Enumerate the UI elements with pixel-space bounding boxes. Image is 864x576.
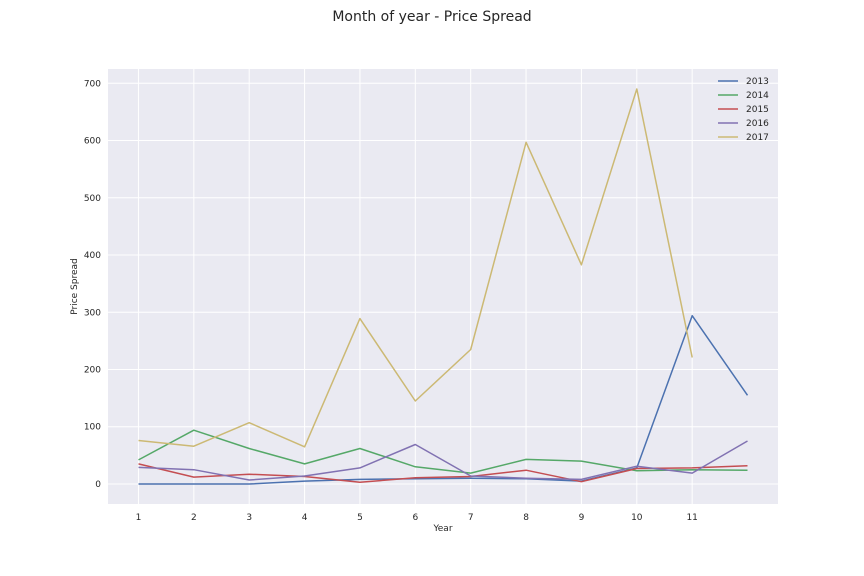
x-tick-label: 1	[136, 513, 142, 523]
y-tick-label: 300	[84, 308, 101, 318]
legend-label-2015: 2015	[746, 105, 769, 115]
legend-label-2014: 2014	[746, 91, 769, 101]
plot-area	[108, 69, 778, 504]
y-tick-label: 100	[84, 423, 101, 433]
x-tick-label: 6	[412, 513, 418, 523]
y-axis-label: Price Spread	[70, 258, 80, 315]
x-tick-label: 5	[357, 513, 363, 523]
series-line-2017	[138, 88, 693, 448]
x-tick-label: 10	[631, 513, 643, 523]
series-line-2014	[138, 429, 748, 474]
x-tick-label: 3	[246, 513, 252, 523]
y-tick-label: 500	[84, 194, 101, 204]
legend-label-2017: 2017	[746, 133, 769, 143]
y-tick-label: 200	[84, 365, 101, 375]
y-tick-label: 400	[84, 251, 101, 261]
x-axis-label: Year	[432, 524, 452, 534]
y-tick-label: 600	[84, 137, 101, 147]
legend-label-2013: 2013	[746, 77, 769, 87]
x-tick-label: 11	[686, 513, 697, 523]
x-tick-label: 9	[579, 513, 585, 523]
y-tick-label: 700	[84, 79, 101, 89]
x-tick-label: 8	[523, 513, 529, 523]
series-line-2015	[138, 463, 748, 484]
series-line-2016	[138, 440, 748, 481]
x-tick-label: 7	[468, 513, 474, 523]
x-tick-label: 2	[191, 513, 197, 523]
x-tick-label: 4	[302, 513, 308, 523]
y-tick-label: 0	[95, 480, 101, 490]
series-line-2013	[138, 314, 749, 485]
legend-label-2016: 2016	[746, 119, 769, 129]
chart-title: Month of year - Price Spread	[332, 9, 532, 25]
